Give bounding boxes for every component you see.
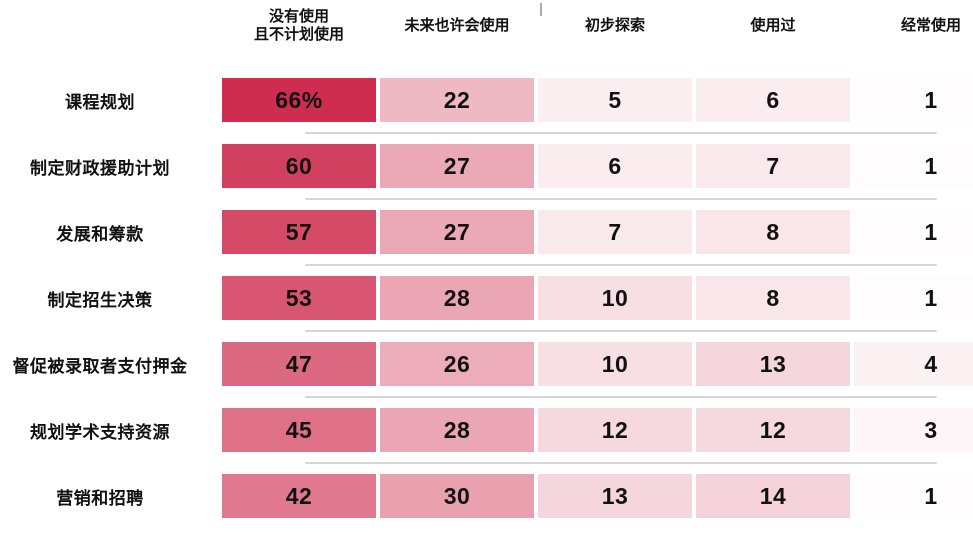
heatmap-cell: 1: [854, 78, 973, 122]
row-separator-line: [305, 330, 937, 332]
table-row: 制定招生决策 53 28 10 8 1: [0, 264, 973, 320]
heatmap-cell: 14: [696, 474, 850, 518]
row-separator-line: [305, 264, 937, 266]
heatmap-cell: 13: [696, 342, 850, 386]
heatmap-cell: 60: [222, 144, 376, 188]
column-header: 使用过: [750, 17, 796, 34]
heatmap-cell: 66%: [222, 78, 376, 122]
heatmap-cell: 1: [854, 276, 973, 320]
heatmap-cell: 5: [538, 78, 692, 122]
heatmap-cell: 1: [854, 144, 973, 188]
heatmap-cell: 27: [380, 210, 534, 254]
row-label: 营销和招聘: [56, 488, 144, 508]
table-row: 规划学术支持资源 45 28 12 12 3: [0, 396, 973, 452]
column-header: 没有使用 且不计划使用: [253, 8, 344, 43]
column-header: 初步探索: [584, 17, 645, 34]
heatmap-cell: 45: [222, 408, 376, 452]
heatmap-cell: 1: [854, 210, 973, 254]
table-row: 督促被录取者支付押金 47 26 10 13 4: [0, 330, 973, 386]
row-separator-line: [305, 396, 937, 398]
cursor-tick-artifact: [540, 3, 542, 16]
table-row: 制定财政援助计划 60 27 6 7 1: [0, 132, 973, 188]
heatmap-cell: 27: [380, 144, 534, 188]
row-label: 督促被录取者支付押金: [12, 356, 188, 376]
row-label: 课程规划: [65, 92, 135, 112]
row-separator-line: [305, 198, 937, 200]
heatmap-cell: 6: [696, 78, 850, 122]
heatmap-cell: 10: [538, 342, 692, 386]
heatmap-cell: 26: [380, 342, 534, 386]
heatmap-cell: 42: [222, 474, 376, 518]
column-headers: 没有使用 且不计划使用 未来也许会使用 初步探索 使用过 经常使用: [222, 6, 973, 46]
heatmap-cell: 28: [380, 408, 534, 452]
heatmap-cell: 8: [696, 276, 850, 320]
row-label: 制定招生决策: [47, 290, 153, 310]
heatmap-cell: 12: [696, 408, 850, 452]
heatmap-cell: 57: [222, 210, 376, 254]
row-label: 发展和筹款: [56, 224, 144, 244]
heatmap-cell: 10: [538, 276, 692, 320]
column-header: 经常使用: [900, 17, 961, 34]
heatmap-cell: 28: [380, 276, 534, 320]
heatmap-cell: 30: [380, 474, 534, 518]
heatmap-cell: 47: [222, 342, 376, 386]
table-row: 发展和筹款 57 27 7 8 1: [0, 198, 973, 254]
heatmap-cell: 6: [538, 144, 692, 188]
heatmap-cell: 22: [380, 78, 534, 122]
heatmap-cell: 8: [696, 210, 850, 254]
heatmap-cell: 12: [538, 408, 692, 452]
row-separator-line: [305, 132, 937, 134]
heatmap-cell: 4: [854, 342, 973, 386]
table-row: 课程规划 66% 22 5 6 1: [0, 78, 973, 122]
row-separator-line: [305, 462, 937, 464]
heatmap-rows: 课程规划 66% 22 5 6 1 制定财政援助计划 60 27 6 7 1 发展和筹款 57 27 7 8 1 制…: [0, 78, 973, 534]
heatmap-cell: 1: [854, 474, 973, 518]
table-row: 营销和招聘 42 30 13 14 1: [0, 462, 973, 518]
heatmap-cell: 7: [538, 210, 692, 254]
heatmap-cell: 7: [696, 144, 850, 188]
heatmap-cell: 3: [854, 408, 973, 452]
column-header: 未来也许会使用: [404, 17, 510, 34]
heatmap-cell: 53: [222, 276, 376, 320]
row-label: 制定财政援助计划: [30, 158, 170, 178]
heatmap-cell: 13: [538, 474, 692, 518]
row-label: 规划学术支持资源: [30, 422, 170, 442]
